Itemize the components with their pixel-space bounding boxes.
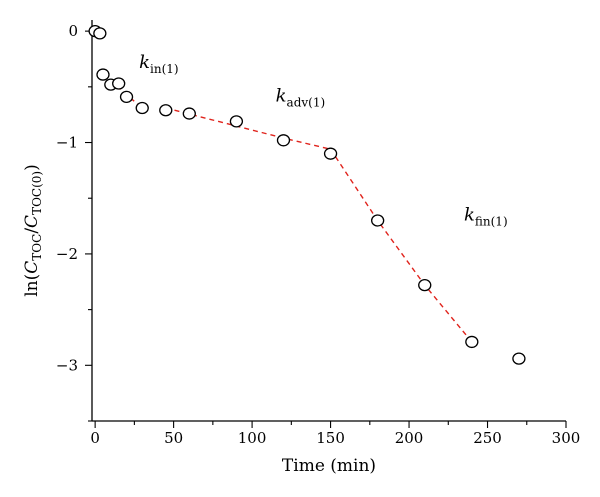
- data-point: [371, 214, 385, 227]
- data-point: [229, 115, 244, 128]
- data-point: [135, 101, 149, 115]
- y-tick-label: −2: [56, 245, 78, 263]
- fit-line: [329, 148, 473, 343]
- y-axis-title: ln(CTOC/CTOC(0)): [22, 164, 44, 297]
- x-tick-label: 150: [316, 429, 345, 447]
- data-point: [96, 68, 110, 81]
- y-title-c1: C: [22, 261, 42, 274]
- rate-constant-symbol: k: [276, 85, 287, 106]
- data-points: [88, 24, 526, 365]
- rate-constant-label: kadv(1): [276, 85, 326, 109]
- x-axis-title: Time (min): [282, 456, 376, 476]
- rate-constant-subscript: in(1): [150, 62, 179, 76]
- y-tick-label: −3: [56, 356, 78, 374]
- y-title-slash: /: [22, 228, 42, 234]
- data-point: [159, 104, 173, 117]
- rate-constant-label: kfin(1): [464, 205, 508, 229]
- data-point: [512, 352, 526, 365]
- x-tick-label: 50: [164, 429, 183, 447]
- x-tick-label: 250: [473, 429, 502, 447]
- x-tick-label: 200: [395, 429, 424, 447]
- data-point: [119, 90, 134, 104]
- y-tick-label: −1: [56, 134, 78, 152]
- y-tick-label: 0: [68, 22, 78, 40]
- axes: 0 50 100 150 200 250 300 0 −1 −2 −3: [56, 20, 580, 447]
- data-point: [112, 77, 126, 90]
- rate-constant-symbol: k: [464, 205, 475, 226]
- data-point: [182, 107, 196, 120]
- data-point: [93, 27, 107, 40]
- y-title-c1-sub: TOC: [30, 234, 44, 261]
- annotations: kin(1)kadv(1)kfin(1): [139, 52, 508, 229]
- x-tick-label: 0: [90, 429, 100, 447]
- y-title-close: ): [22, 164, 42, 171]
- data-point: [418, 278, 432, 292]
- data-point: [323, 147, 338, 160]
- data-point: [465, 335, 479, 349]
- x-tick-label: 300: [552, 429, 581, 447]
- rate-constant-symbol: k: [139, 52, 150, 73]
- data-point: [276, 134, 291, 147]
- rate-constant-label: kin(1): [139, 52, 179, 76]
- rate-constant-subscript: adv(1): [287, 95, 326, 109]
- y-title-ln: ln(: [22, 274, 42, 297]
- fit-lines: [102, 74, 473, 343]
- x-tick-label: 100: [238, 429, 267, 447]
- rate-constant-subscript: fin(1): [475, 215, 508, 229]
- y-title-c2: C: [22, 215, 42, 228]
- y-title-c2-sub: TOC(0): [30, 171, 44, 215]
